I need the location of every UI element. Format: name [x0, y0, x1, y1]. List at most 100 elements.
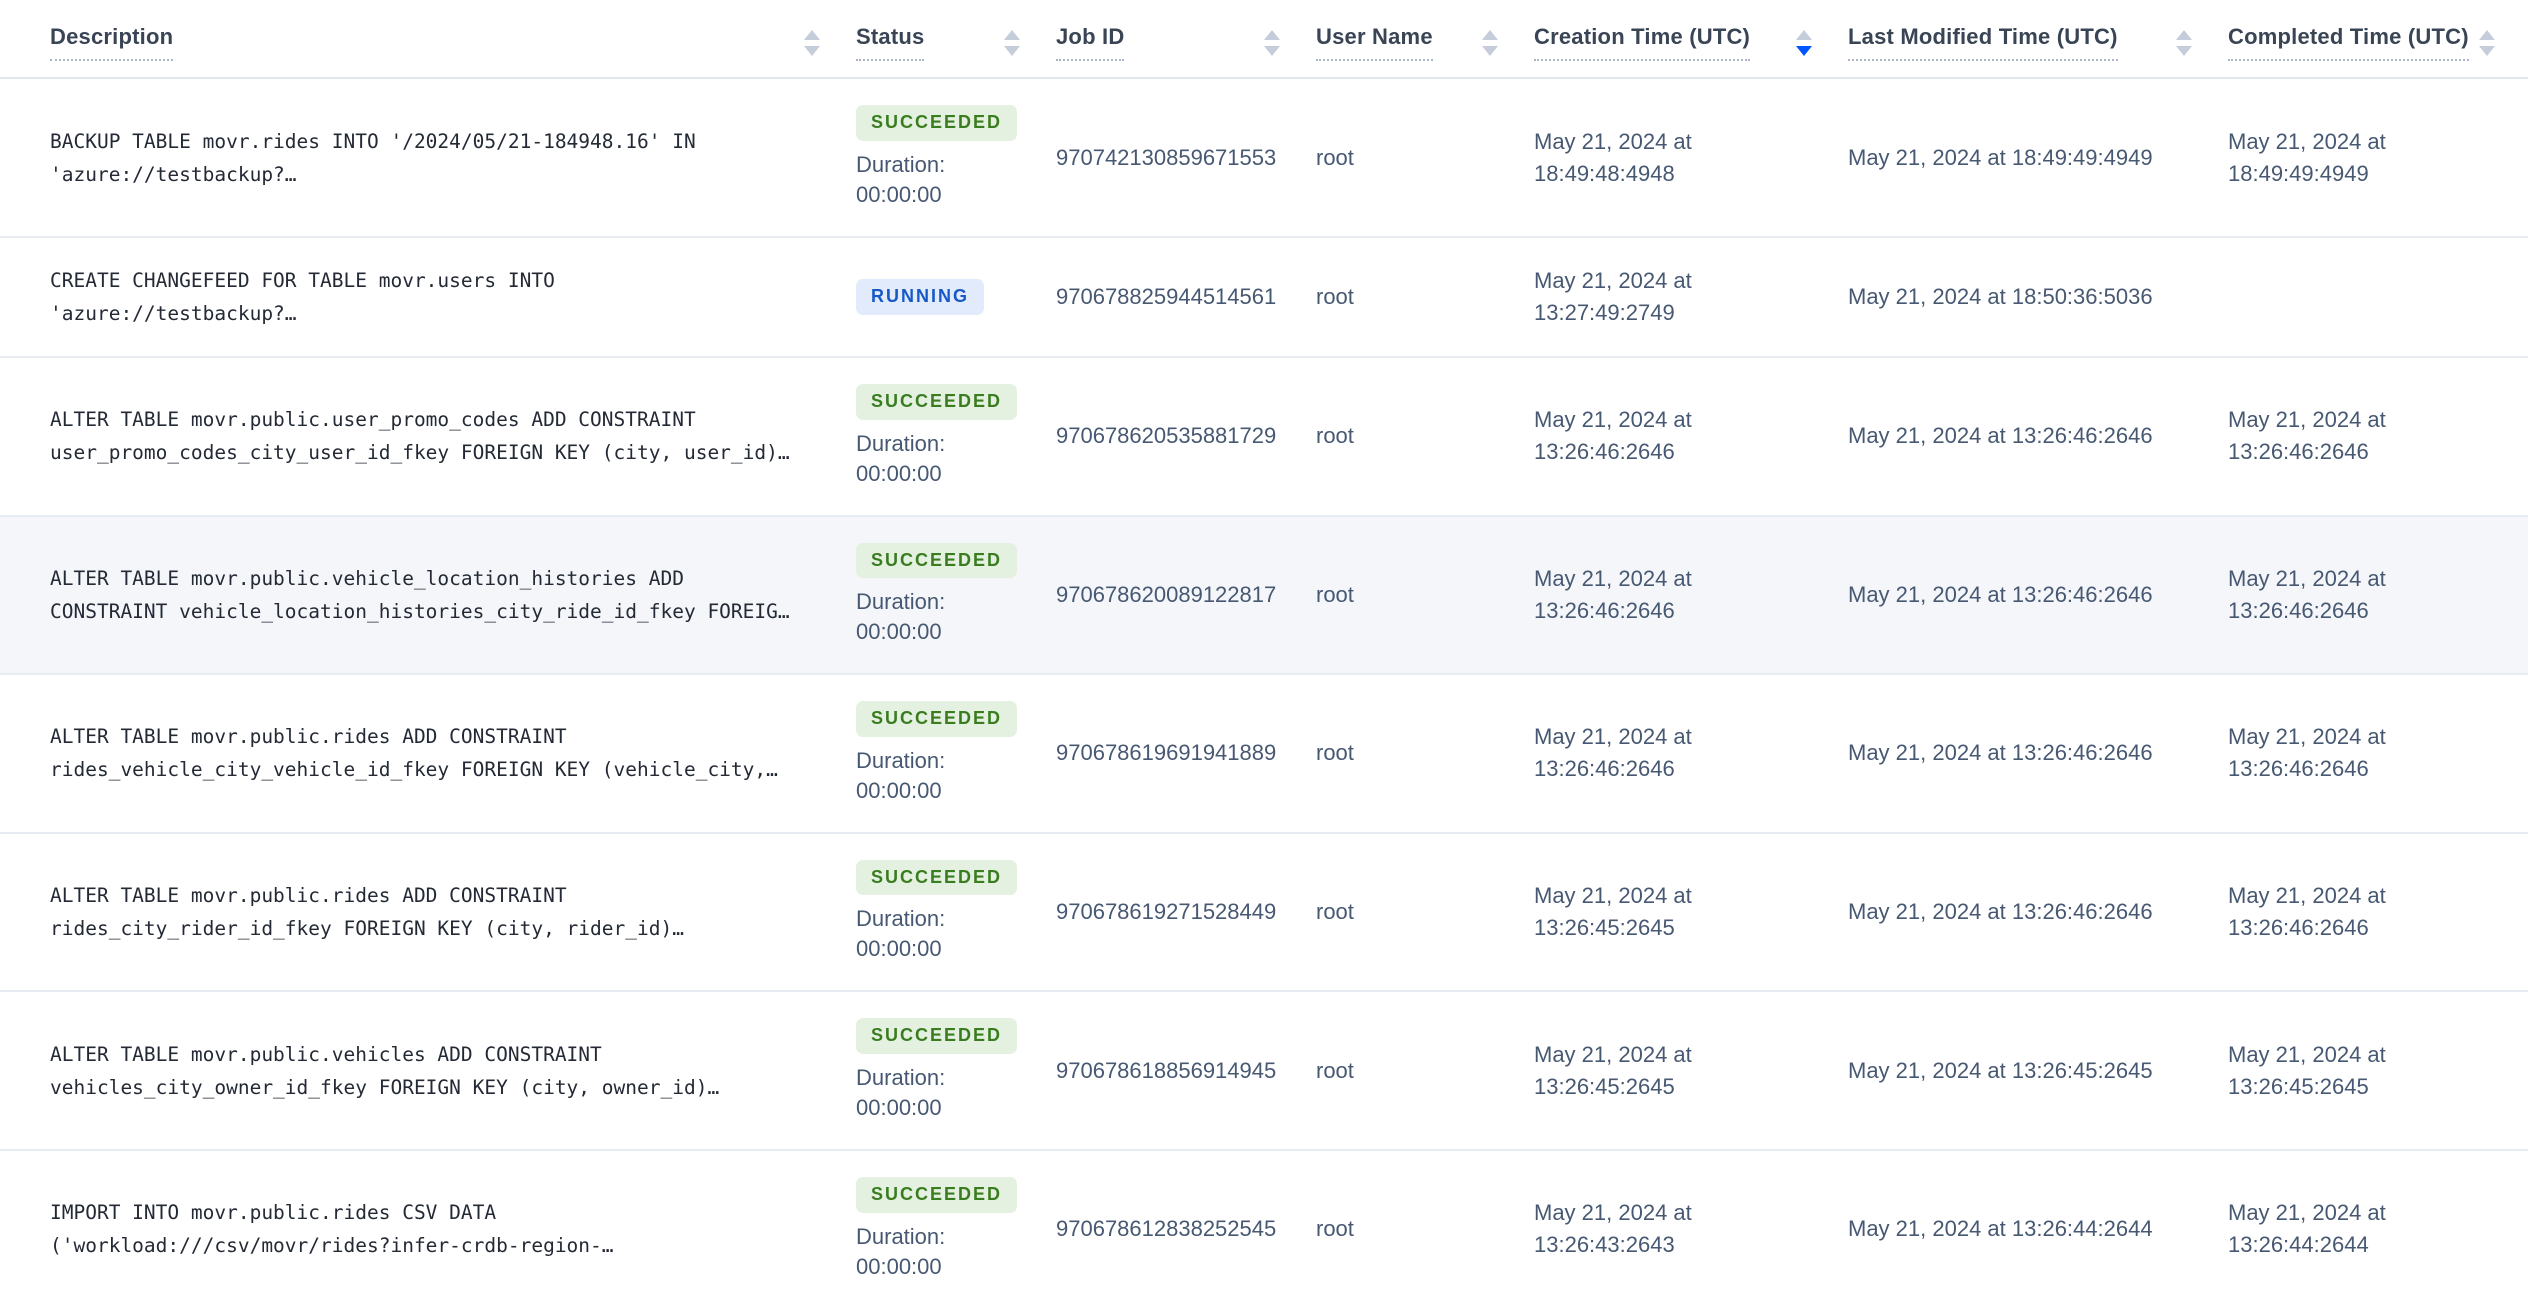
sort-arrows-icon[interactable]	[1796, 29, 1812, 56]
description-line: ALTER TABLE movr.public.vehicle_location…	[50, 566, 684, 590]
status-badge: SUCCEEDED	[856, 1018, 1018, 1054]
column-header[interactable]: Completed Time (UTC)	[2228, 0, 2528, 80]
last-modified-time-cell: May 21, 2024 at 13:26:46:2646	[1848, 356, 2228, 517]
table-row[interactable]: ALTER TABLE movr.public.rides ADD CONSTR…	[0, 674, 2528, 834]
column-label: Status	[856, 24, 925, 62]
job-id-cell: 970678619271528449	[1056, 832, 1316, 993]
duration-label: Duration:	[856, 1223, 946, 1249]
duration-value: 00:00:00	[856, 1253, 942, 1279]
last-modified-time-cell: May 21, 2024 at 18:50:36:5036	[1848, 236, 2228, 358]
table-header: Description Status Job ID User Name	[0, 0, 2528, 80]
sort-down-icon	[1004, 45, 1020, 56]
table-row[interactable]: ALTER TABLE movr.public.vehicle_location…	[0, 515, 2528, 676]
description-line: ('workload:///csv/movr/rides?infer-crdb-…	[50, 1234, 614, 1258]
table-row[interactable]: ALTER TABLE movr.public.vehicles ADD CON…	[0, 991, 2528, 1151]
user-name-cell: root	[1316, 78, 1534, 238]
duration: Duration: 00:00:00	[856, 1222, 996, 1282]
duration: Duration: 00:00:00	[856, 429, 996, 489]
creation-time-cell: May 21, 2024 at 18:49:48:4948	[1534, 78, 1848, 238]
table-row[interactable]: ALTER TABLE movr.public.rides ADD CONSTR…	[0, 832, 2528, 993]
sort-down-icon	[804, 45, 820, 56]
user-name-cell: root	[1316, 236, 1534, 358]
last-modified-time-cell: May 21, 2024 at 13:26:45:2645	[1848, 991, 2228, 1151]
duration-value: 00:00:00	[856, 460, 942, 486]
column-header[interactable]: Creation Time (UTC)	[1534, 0, 1848, 80]
job-id-cell: 970678619691941889	[1056, 674, 1316, 834]
duration: Duration: 00:00:00	[856, 746, 996, 806]
table-row[interactable]: CREATE CHANGEFEED FOR TABLE movr.users I…	[0, 236, 2528, 358]
table-row[interactable]: ALTER TABLE movr.public.user_promo_codes…	[0, 356, 2528, 517]
description-cell[interactable]: BACKUP TABLE movr.rides INTO '/2024/05/2…	[0, 78, 856, 238]
sort-up-icon	[1264, 29, 1280, 40]
column-header[interactable]: Status	[856, 0, 1056, 80]
description-line: 'azure://testbackup?…	[50, 162, 297, 186]
duration-value: 00:00:00	[856, 936, 942, 962]
column-label: Job ID	[1056, 24, 1125, 62]
duration-label: Duration:	[856, 589, 946, 615]
description-cell[interactable]: ALTER TABLE movr.public.vehicles ADD CON…	[0, 991, 856, 1151]
description-cell[interactable]: ALTER TABLE movr.public.vehicle_location…	[0, 515, 856, 676]
table-row[interactable]: IMPORT INTO movr.public.rides CSV DATA ('…	[0, 1149, 2528, 1292]
sort-arrows-icon[interactable]	[2176, 29, 2192, 56]
description-line: vehicles_city_owner_id_fkey FOREIGN KEY …	[50, 1075, 720, 1099]
status-cell: SUCCEEDED Duration: 00:00:00	[856, 832, 1056, 993]
sort-up-icon	[804, 29, 820, 40]
column-header[interactable]: Description	[0, 0, 856, 80]
sort-down-icon	[1796, 45, 1812, 56]
description-cell[interactable]: ALTER TABLE movr.public.user_promo_codes…	[0, 356, 856, 517]
user-name-cell: root	[1316, 515, 1534, 676]
description-cell[interactable]: IMPORT INTO movr.public.rides CSV DATA ('…	[0, 1149, 856, 1292]
creation-time-cell: May 21, 2024 at 13:26:46:2646	[1534, 356, 1848, 517]
sort-up-icon	[2176, 29, 2192, 40]
description-line: BACKUP TABLE movr.rides INTO '/2024/05/2…	[50, 129, 696, 153]
user-name-cell: root	[1316, 832, 1534, 993]
column-header[interactable]: Job ID	[1056, 0, 1316, 80]
creation-time-cell: May 21, 2024 at 13:26:46:2646	[1534, 674, 1848, 834]
sort-arrows-icon[interactable]	[804, 29, 820, 56]
creation-time-cell: May 21, 2024 at 13:26:45:2645	[1534, 991, 1848, 1151]
description-cell[interactable]: ALTER TABLE movr.public.rides ADD CONSTR…	[0, 832, 856, 993]
status-cell: SUCCEEDED Duration: 00:00:00	[856, 1149, 1056, 1292]
sort-arrows-icon[interactable]	[2478, 29, 2495, 56]
sort-down-icon	[1264, 45, 1280, 56]
duration: Duration: 00:00:00	[856, 1063, 996, 1123]
header-row: Description Status Job ID User Name	[0, 0, 2528, 80]
description-line: ALTER TABLE movr.public.vehicles ADD CON…	[50, 1042, 602, 1066]
description-cell[interactable]: CREATE CHANGEFEED FOR TABLE movr.users I…	[0, 236, 856, 358]
description-line: ALTER TABLE movr.public.rides ADD CONSTR…	[50, 884, 567, 908]
job-id-cell: 970678620535881729	[1056, 356, 1316, 517]
sort-down-icon	[2176, 45, 2192, 56]
description-line: rides_vehicle_city_vehicle_id_fkey FOREI…	[50, 758, 778, 782]
completed-time-cell: May 21, 2024 at 13:26:46:2646	[2228, 832, 2528, 993]
column-label: User Name	[1316, 24, 1433, 62]
job-id-cell: 970678618856914945	[1056, 991, 1316, 1151]
description-line: 'azure://testbackup?…	[50, 301, 297, 325]
status-cell: SUCCEEDED Duration: 00:00:00	[856, 78, 1056, 238]
status-badge: SUCCEEDED	[856, 701, 1018, 737]
column-header[interactable]: User Name	[1316, 0, 1534, 80]
duration-label: Duration:	[856, 747, 946, 773]
description-line: rides_city_rider_id_fkey FOREIGN KEY (ci…	[50, 917, 684, 941]
description-line: ALTER TABLE movr.public.rides ADD CONSTR…	[50, 725, 567, 749]
description-line: IMPORT INTO movr.public.rides CSV DATA	[50, 1201, 497, 1225]
user-name-cell: root	[1316, 1149, 1534, 1292]
column-label: Last Modified Time (UTC)	[1848, 24, 2118, 62]
last-modified-time-cell: May 21, 2024 at 13:26:46:2646	[1848, 832, 2228, 993]
description-cell[interactable]: ALTER TABLE movr.public.rides ADD CONSTR…	[0, 674, 856, 834]
sort-down-icon	[1482, 45, 1498, 56]
sort-arrows-icon[interactable]	[1004, 29, 1020, 56]
job-id-cell: 970678620089122817	[1056, 515, 1316, 676]
column-header[interactable]: Last Modified Time (UTC)	[1848, 0, 2228, 80]
table-row[interactable]: BACKUP TABLE movr.rides INTO '/2024/05/2…	[0, 78, 2528, 238]
last-modified-time-cell: May 21, 2024 at 18:49:49:4949	[1848, 78, 2228, 238]
user-name-cell: root	[1316, 674, 1534, 834]
duration-value: 00:00:00	[856, 619, 942, 645]
completed-time-cell: May 21, 2024 at 13:26:45:2645	[2228, 991, 2528, 1151]
status-cell: SUCCEEDED Duration: 00:00:00	[856, 356, 1056, 517]
description-line: user_promo_codes_city_user_id_fkey FOREI…	[50, 441, 790, 465]
sort-arrows-icon[interactable]	[1264, 29, 1280, 56]
sort-arrows-icon[interactable]	[1482, 29, 1498, 56]
creation-time-cell: May 21, 2024 at 13:26:45:2645	[1534, 832, 1848, 993]
sort-up-icon	[1004, 29, 1020, 40]
status-badge: SUCCEEDED	[856, 542, 1018, 579]
